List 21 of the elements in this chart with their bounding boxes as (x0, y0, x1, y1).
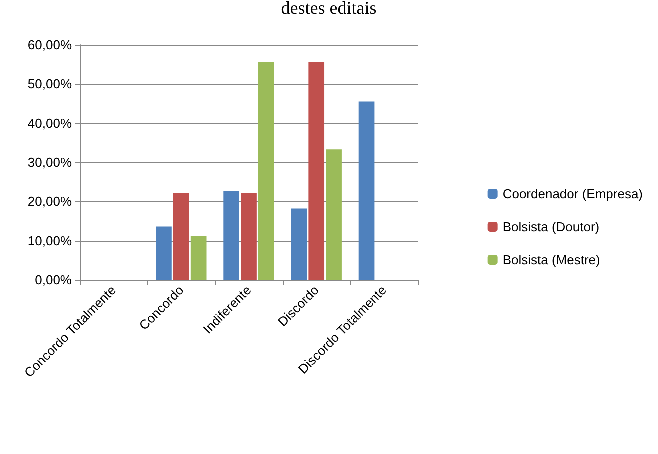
y-tick-label: 30,00% (28, 155, 72, 170)
y-tick-label: 20,00% (28, 194, 72, 210)
legend-label: Bolsista (Doutor) (502, 220, 600, 234)
bar (326, 150, 342, 280)
bar (190, 236, 207, 280)
chart-title: destes editais (281, 0, 377, 18)
bar (258, 62, 274, 280)
y-tick-label: 0,00% (35, 272, 72, 288)
bar (308, 62, 325, 280)
bar (291, 208, 308, 280)
y-tick-label: 40,00% (28, 116, 72, 131)
y-tick-label: 50,00% (28, 76, 72, 92)
bar (156, 226, 172, 280)
y-tick-label: 60,00% (28, 38, 72, 52)
legend-label: Coordenador (Empresa) (502, 186, 644, 202)
bar (224, 191, 240, 280)
bar (173, 193, 190, 280)
bar (358, 102, 375, 280)
legend-label: Bolsista (Mestre) (502, 252, 600, 268)
y-tick-label: 10,00% (28, 233, 72, 248)
bar (241, 193, 257, 280)
